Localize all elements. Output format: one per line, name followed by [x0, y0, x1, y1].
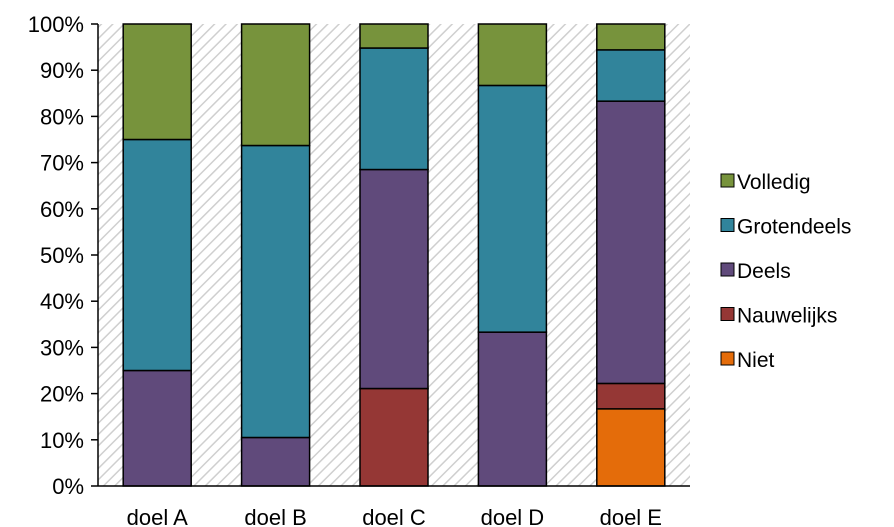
y-tick-label: 10% [40, 428, 84, 453]
bars [122, 23, 666, 487]
y-tick-label: 100% [28, 12, 84, 37]
legend-swatch [720, 218, 735, 232]
bar-segment [240, 436, 311, 487]
x-tick-label: doel E [600, 505, 662, 527]
y-tick-label: 80% [40, 104, 84, 129]
bar-segment [477, 331, 548, 487]
legend-label: Niet [737, 349, 775, 372]
legend-swatch [720, 173, 735, 188]
bar-segment [240, 144, 311, 439]
y-tick-label: 50% [40, 243, 84, 268]
y-tick-label: 90% [40, 58, 84, 83]
x-tick-label: doel B [244, 505, 306, 527]
legend-label: Nauwelijks [737, 305, 837, 328]
legend-label: Deels [737, 260, 791, 283]
y-axis: 0% 10% 20% 30% 40% 50% 60% 70% 80% 90% 100% [28, 12, 99, 499]
x-tick-label: doel A [127, 505, 188, 527]
y-tick-label: 70% [40, 151, 84, 176]
bar-segment [122, 23, 192, 141]
bar-segment [359, 47, 429, 171]
bar-segment [477, 84, 548, 333]
bar-segment [122, 369, 192, 487]
bar-segment [596, 23, 666, 51]
bar-segment [596, 49, 666, 102]
legend: Volledig Grotendeels Deels Nauwelijks Niet [720, 171, 851, 372]
bar-segment [240, 23, 311, 147]
legend-swatch [720, 262, 735, 277]
y-tick-label: 40% [40, 289, 84, 314]
x-axis: doel A doel B doel C doel D doel E [98, 485, 690, 527]
bar-segment [359, 23, 429, 49]
legend-swatch [720, 351, 735, 366]
bar-segment [359, 387, 429, 487]
bar-segment [596, 382, 666, 410]
y-tick-label: 30% [40, 335, 84, 360]
x-tick-label: doel C [362, 505, 426, 527]
legend-swatch [720, 307, 735, 321]
bar-segment [359, 168, 429, 390]
bar-segment [596, 100, 666, 385]
bar-segment [122, 138, 192, 372]
legend-label: Grotendeels [737, 216, 851, 239]
bar-segment [477, 23, 548, 87]
y-tick-label: 0% [52, 474, 84, 499]
x-tick-label: doel D [481, 505, 545, 527]
y-tick-label: 60% [40, 197, 84, 222]
legend-label: Volledig [737, 171, 811, 194]
y-tick-label: 20% [40, 382, 84, 407]
bar-segment [596, 408, 666, 487]
